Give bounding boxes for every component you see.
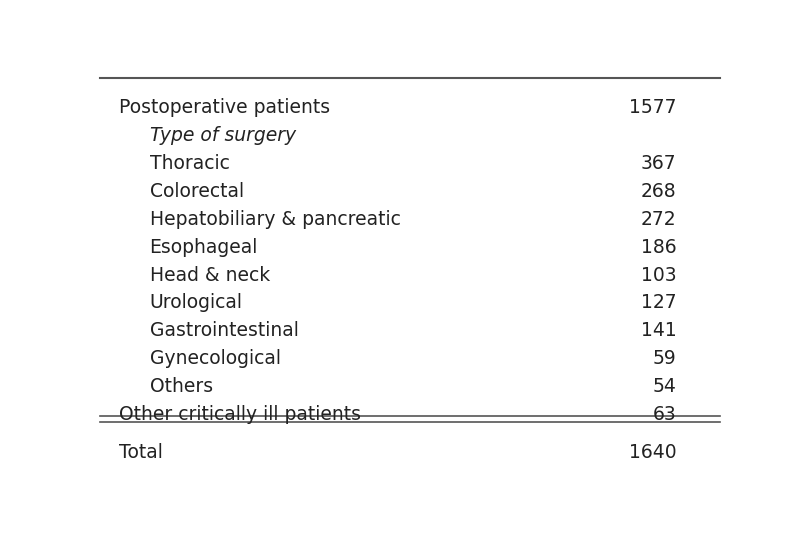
Text: 103: 103 (641, 265, 677, 285)
Text: Urological: Urological (150, 294, 242, 312)
Text: Thoracic: Thoracic (150, 154, 230, 172)
Text: Others: Others (150, 378, 213, 396)
Text: 186: 186 (641, 238, 677, 256)
Text: 59: 59 (653, 349, 677, 368)
Text: Postoperative patients: Postoperative patients (118, 98, 330, 117)
Text: Head & neck: Head & neck (150, 265, 270, 285)
Text: Esophageal: Esophageal (150, 238, 258, 256)
Text: Total: Total (118, 443, 162, 462)
Text: 268: 268 (641, 182, 677, 201)
Text: 1640: 1640 (629, 443, 677, 462)
Text: 63: 63 (653, 405, 677, 425)
Text: Other critically ill patients: Other critically ill patients (118, 405, 361, 425)
Text: 272: 272 (641, 209, 677, 229)
Text: Gynecological: Gynecological (150, 349, 281, 368)
Text: Type of surgery: Type of surgery (150, 125, 296, 145)
Text: 367: 367 (641, 154, 677, 172)
Text: 1577: 1577 (629, 98, 677, 117)
Text: 141: 141 (641, 321, 677, 341)
Text: Colorectal: Colorectal (150, 182, 244, 201)
Text: 127: 127 (641, 294, 677, 312)
Text: Hepatobiliary & pancreatic: Hepatobiliary & pancreatic (150, 209, 401, 229)
Text: 54: 54 (653, 378, 677, 396)
Text: Gastrointestinal: Gastrointestinal (150, 321, 298, 341)
